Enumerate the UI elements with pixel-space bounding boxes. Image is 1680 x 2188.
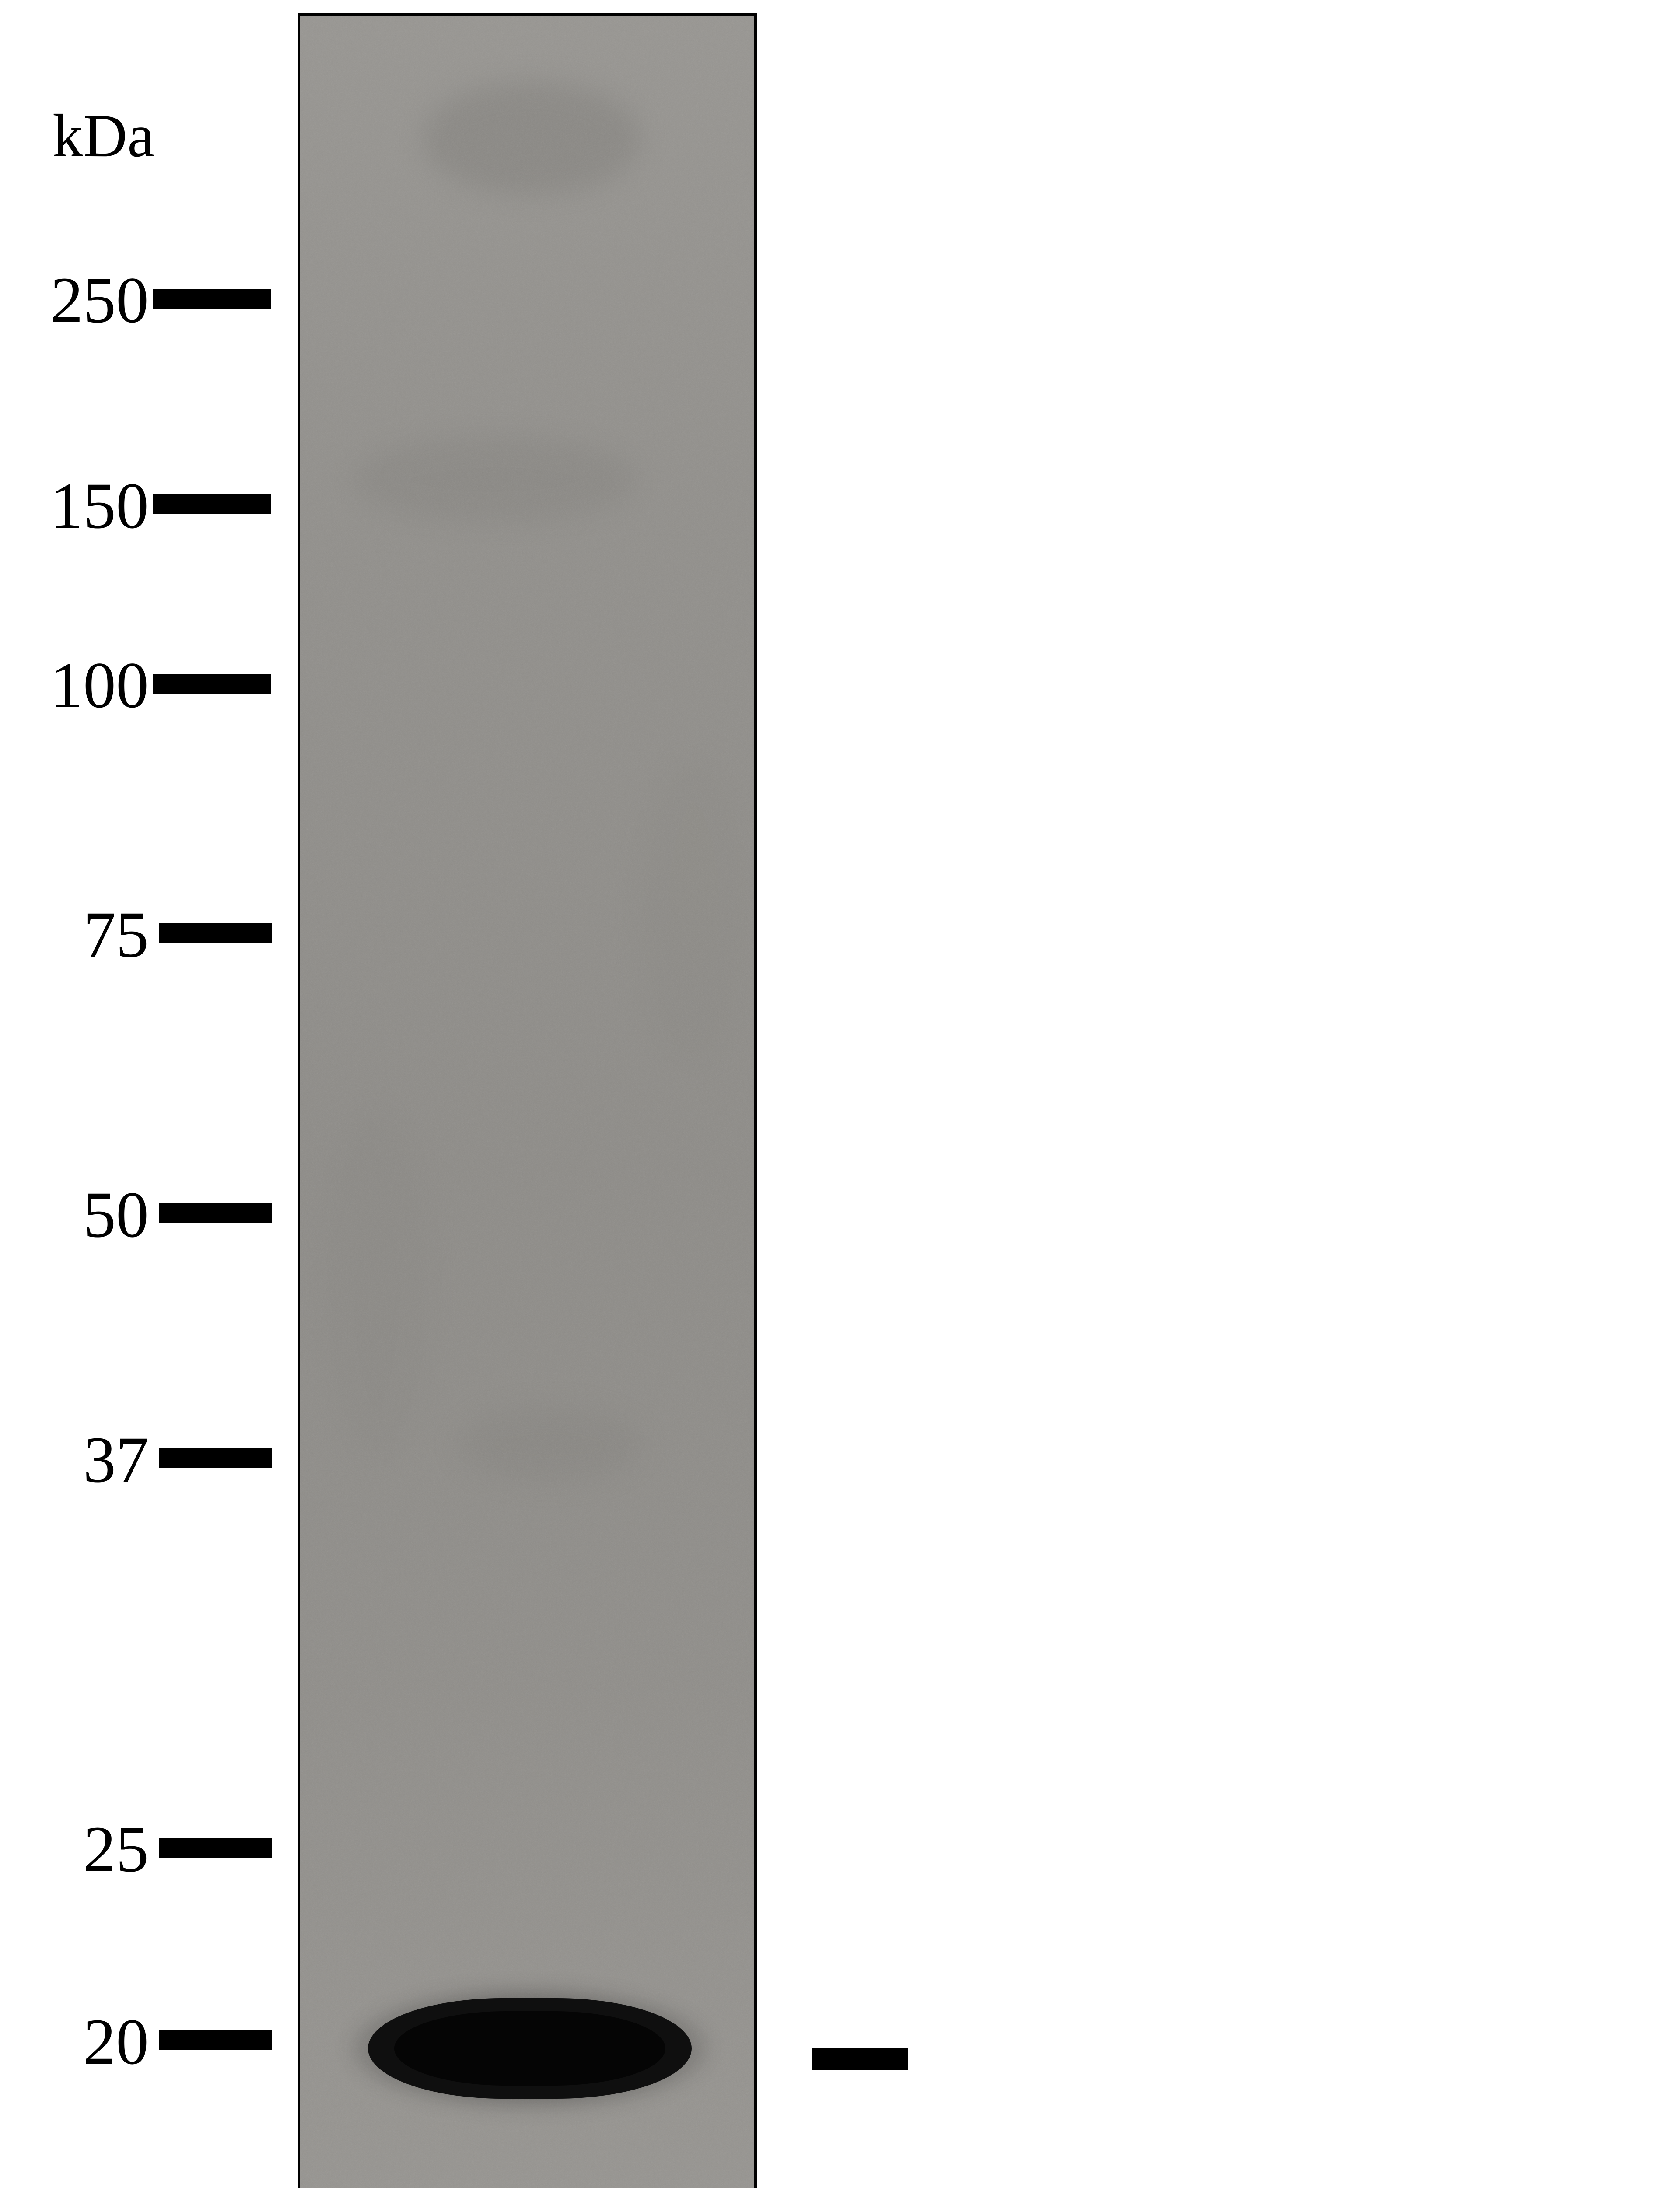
tick-75 bbox=[159, 923, 272, 943]
smudge-3 bbox=[458, 1407, 641, 1482]
band-20kda bbox=[368, 1998, 692, 2099]
blot-container: kDa 250 150 100 75 50 37 25 20 bbox=[0, 0, 1680, 2188]
mw-label-75: 75 bbox=[52, 897, 149, 972]
tick-50 bbox=[159, 1203, 272, 1223]
mw-label-250: 250 bbox=[22, 263, 149, 338]
smudge-2 bbox=[353, 436, 637, 523]
mw-label-20: 20 bbox=[52, 2004, 149, 2079]
tick-150 bbox=[153, 494, 271, 514]
mw-label-150: 150 bbox=[22, 468, 149, 543]
tick-250 bbox=[153, 289, 271, 309]
blot-lane bbox=[298, 13, 757, 2188]
lane-background bbox=[300, 16, 754, 2188]
tick-20 bbox=[159, 2030, 272, 2050]
smudge-6 bbox=[637, 760, 751, 1066]
mw-label-37: 37 bbox=[52, 1422, 149, 1497]
tick-100 bbox=[153, 674, 271, 694]
unit-label: kDa bbox=[52, 101, 154, 171]
tick-25 bbox=[159, 1838, 272, 1858]
tick-37 bbox=[159, 1448, 272, 1468]
band-indicator bbox=[812, 2048, 908, 2070]
mw-label-100: 100 bbox=[22, 648, 149, 723]
mw-label-25: 25 bbox=[52, 1812, 149, 1887]
mw-label-50: 50 bbox=[52, 1177, 149, 1252]
smudge-1 bbox=[423, 81, 641, 195]
smudge-5 bbox=[322, 1110, 431, 1460]
